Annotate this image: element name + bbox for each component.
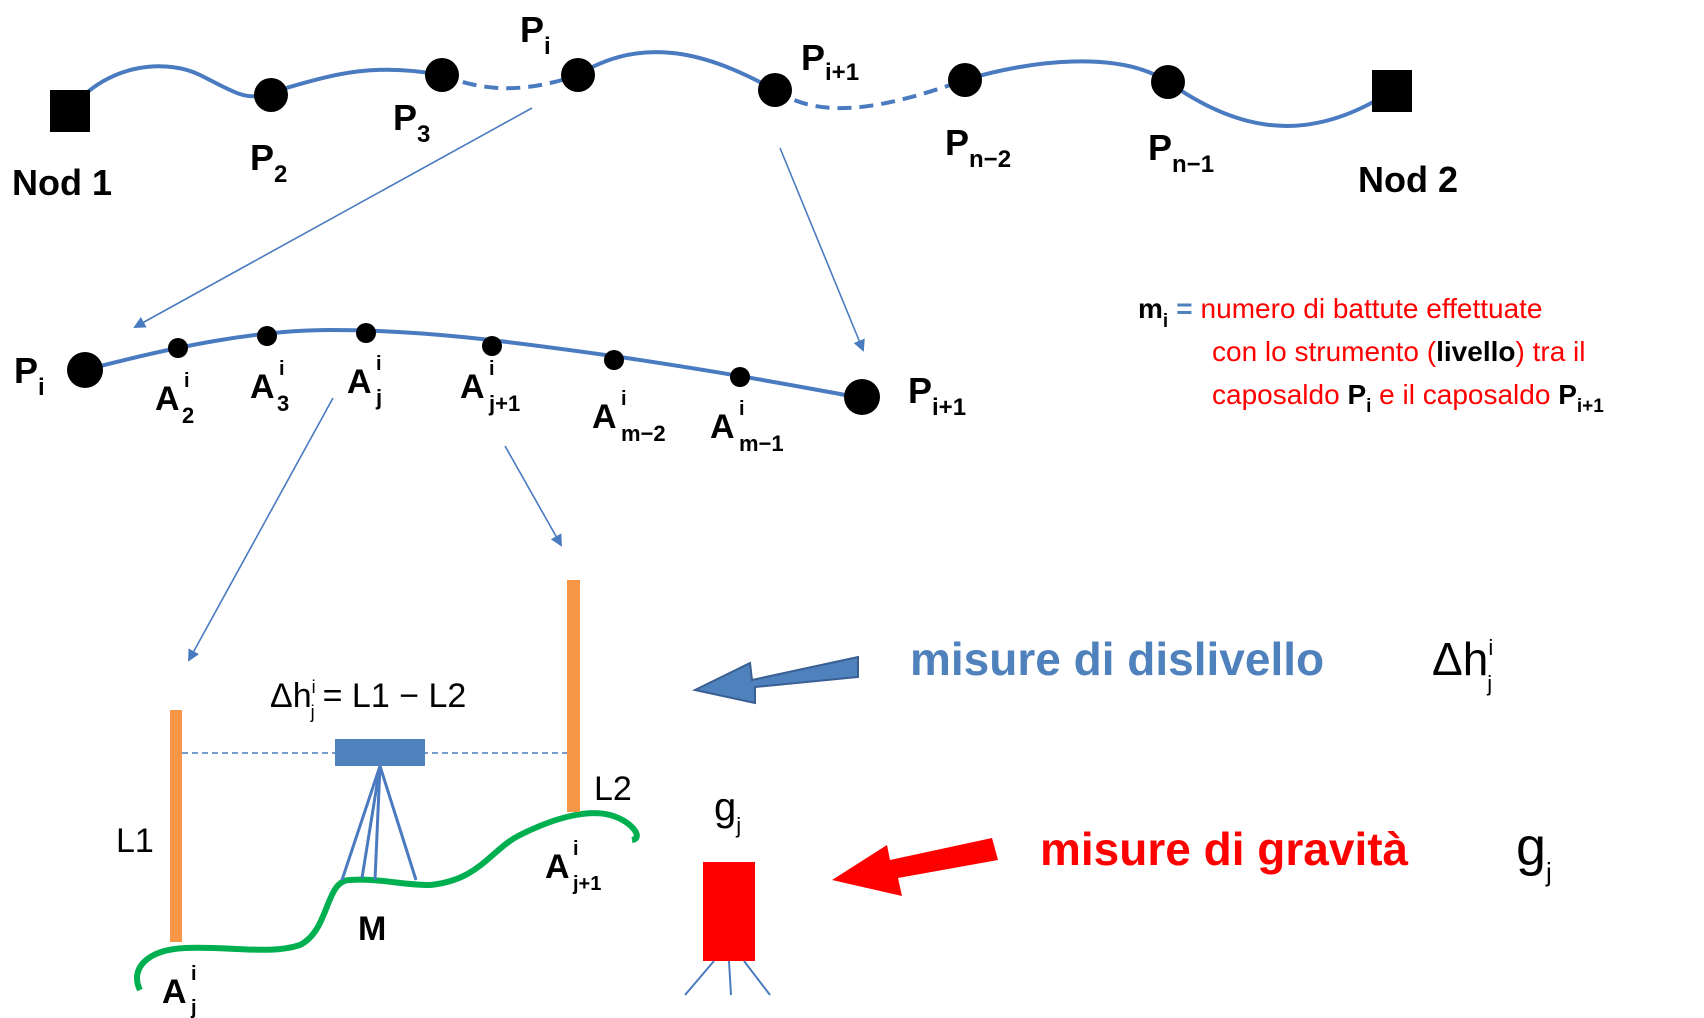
- node2-label: Nod 2: [1358, 159, 1458, 200]
- a2-label: A i 2: [155, 370, 194, 428]
- definition-block: mi = numero di battute effettuate con lo s…: [1138, 293, 1604, 417]
- leveling-measures-symbol: Δhi j: [1432, 633, 1493, 696]
- pi1-label-top: Pi+1: [801, 37, 859, 86]
- am1-label: A i m−1: [710, 398, 784, 456]
- rod-l1-label: L1: [116, 822, 154, 860]
- a2-point: [168, 338, 188, 358]
- svg-text:i: i: [621, 388, 627, 410]
- definition-line2: con lo strumento (livello) tra il: [1212, 336, 1585, 367]
- top-line-dashed-2: [773, 78, 966, 111]
- node1-square: [50, 90, 90, 132]
- arrow-pi1-down: [779, 147, 865, 352]
- gravity-measures-label: misure di gravità: [1040, 823, 1409, 875]
- top-line-segment-2: [576, 50, 776, 92]
- middle-pi-point: [67, 352, 103, 388]
- svg-text:A: A: [347, 363, 372, 401]
- node2-square: [1372, 70, 1412, 112]
- pn2-label: Pn−2: [945, 122, 1011, 173]
- node1-label: Nod 1: [12, 162, 112, 203]
- top-leveling-line: Nod 1 Nod 2 P2 P3 Pi Pi+1 Pn−2 Pn−1: [12, 9, 1458, 203]
- instrument-label: M: [358, 910, 386, 948]
- gravimeter-legs: [684, 960, 771, 996]
- svg-text:i: i: [573, 838, 579, 860]
- middle-pi-label: Pi: [14, 350, 45, 401]
- tripod: [340, 765, 418, 881]
- pi1-point: [758, 73, 792, 107]
- gravity-arrow: [832, 838, 998, 896]
- arrow-aj1-down: [504, 445, 562, 547]
- svg-text:i: i: [739, 398, 745, 420]
- p3-point: [425, 58, 459, 92]
- top-line-dashed-1: [441, 73, 579, 91]
- svg-text:i: i: [279, 358, 285, 380]
- aj-label: A i j: [347, 353, 382, 410]
- am2-label: A i m−2: [592, 388, 666, 446]
- svg-text:j+1: j+1: [488, 391, 520, 416]
- pn1-point: [1151, 65, 1185, 99]
- arrow-pi-down: [133, 107, 533, 328]
- svg-text:i: i: [191, 963, 197, 985]
- ground-line: [134, 810, 640, 992]
- pn2-point: [948, 63, 982, 97]
- arrow-aj-down: [188, 397, 334, 662]
- svg-text:i: i: [376, 353, 382, 375]
- middle-leveling-line: Pi Pi+1 A i 2 A i 3 A i j A i j+1 A i m−…: [14, 323, 966, 456]
- leveling-arrow: [691, 655, 859, 705]
- level-instrument: [335, 739, 425, 766]
- definition-line1: mi = numero di battute effettuate: [1138, 293, 1543, 332]
- svg-text:A: A: [155, 380, 180, 418]
- formula: Δhi j = L1 − L2: [270, 677, 466, 722]
- pi-label-top: Pi: [520, 9, 551, 60]
- leveling-setup: Δhi j = L1 − L2 L1 L2 M A i j A i j+1: [116, 580, 640, 1018]
- gravimeter-label: gj: [714, 785, 741, 838]
- am1-point: [730, 367, 750, 387]
- svg-text:3: 3: [277, 391, 289, 416]
- a3-label: A i 3: [250, 358, 289, 416]
- svg-text:m−2: m−2: [621, 421, 666, 446]
- aj1-bottom-label: A i j+1: [545, 838, 601, 895]
- svg-text:A: A: [460, 368, 485, 406]
- p3-label: P3: [393, 97, 430, 148]
- svg-text:i: i: [184, 370, 190, 392]
- svg-text:A: A: [162, 973, 187, 1011]
- gravity-measures-symbol: gj: [1516, 817, 1552, 887]
- aj-point: [356, 323, 376, 343]
- gravimeter: gj: [684, 785, 771, 996]
- svg-text:A: A: [250, 368, 275, 406]
- pn1-label: Pn−1: [1148, 127, 1214, 178]
- p2-point: [254, 78, 288, 112]
- svg-text:j: j: [190, 997, 197, 1018]
- top-line-segment-1: [68, 64, 443, 112]
- definition-line3: caposaldo Pi e il caposaldo Pi+1: [1212, 379, 1604, 417]
- middle-line: [84, 327, 863, 400]
- aj-bottom-label: A i j: [162, 963, 197, 1018]
- aj1-point: [482, 336, 502, 356]
- middle-pi1-label: Pi+1: [908, 370, 966, 421]
- rod-l2: [567, 580, 580, 812]
- svg-text:j+1: j+1: [572, 873, 601, 895]
- svg-text:A: A: [545, 848, 570, 886]
- gravimeter-body: [703, 862, 755, 961]
- am2-point: [604, 350, 624, 370]
- aj1-label: A i j+1: [460, 358, 520, 416]
- a3-point: [257, 326, 277, 346]
- middle-pi1-point: [844, 379, 880, 415]
- svg-text:j: j: [375, 385, 382, 410]
- svg-text:i: i: [489, 358, 495, 380]
- svg-text:m−1: m−1: [739, 431, 784, 456]
- rod-l2-label: L2: [594, 770, 632, 808]
- leveling-measures-label: misure di dislivello: [910, 633, 1324, 685]
- pi-point: [561, 58, 595, 92]
- svg-text:2: 2: [182, 403, 194, 428]
- p2-label: P2: [250, 137, 287, 188]
- svg-text:A: A: [710, 408, 735, 446]
- svg-text:A: A: [592, 398, 617, 436]
- rod-l1: [170, 710, 182, 942]
